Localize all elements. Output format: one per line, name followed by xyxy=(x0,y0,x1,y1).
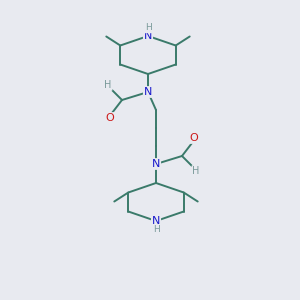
Text: O: O xyxy=(190,133,198,143)
Text: N: N xyxy=(152,216,160,226)
Text: N: N xyxy=(144,31,152,41)
Text: N: N xyxy=(152,159,160,169)
Text: H: H xyxy=(153,226,159,235)
Text: H: H xyxy=(145,23,152,32)
Text: H: H xyxy=(104,80,112,90)
Text: O: O xyxy=(106,113,114,123)
Text: H: H xyxy=(192,166,200,176)
Text: N: N xyxy=(144,87,152,97)
